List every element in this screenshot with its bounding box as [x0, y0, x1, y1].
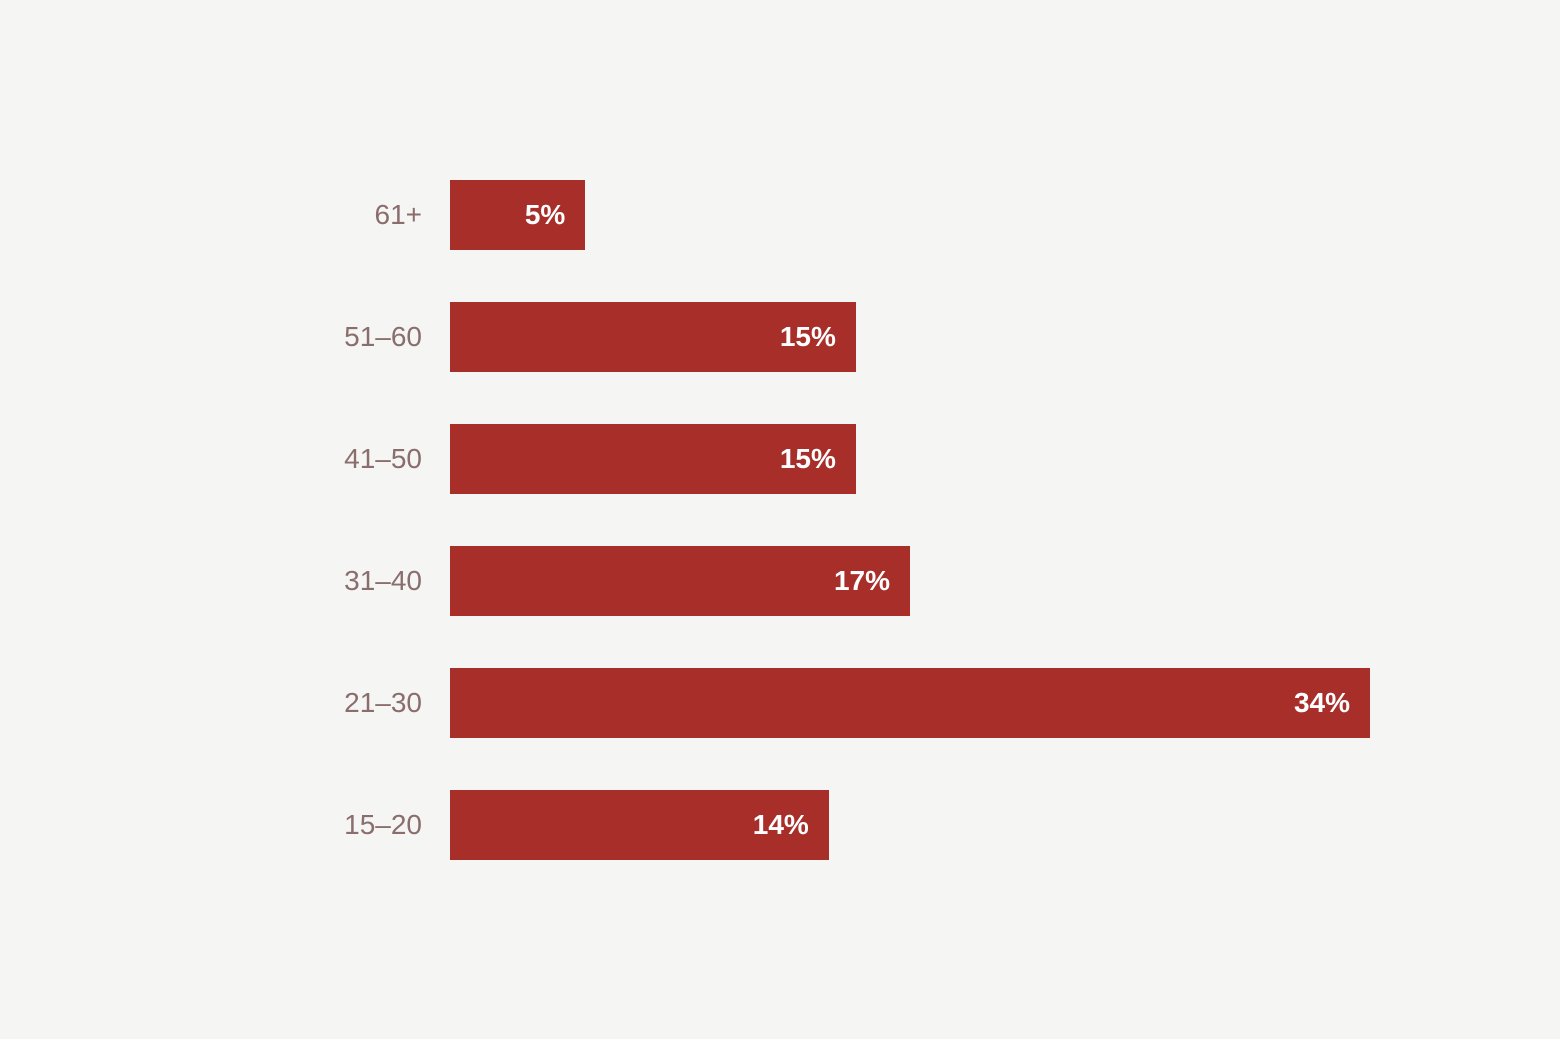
- bar-track: 15%: [450, 302, 1370, 372]
- bar-fill: 15%: [450, 424, 856, 494]
- bar-label: 51–60: [320, 321, 450, 353]
- bar-label: 15–20: [320, 809, 450, 841]
- bar-row: 51–60 15%: [320, 302, 1370, 372]
- bar-value: 34%: [1294, 687, 1350, 719]
- bar-value: 15%: [780, 321, 836, 353]
- bar-value: 15%: [780, 443, 836, 475]
- bar-fill: 15%: [450, 302, 856, 372]
- bar-row: 31–40 17%: [320, 546, 1370, 616]
- bar-fill: 5%: [450, 180, 585, 250]
- bar-fill: 17%: [450, 546, 910, 616]
- bar-label: 61+: [320, 199, 450, 231]
- bar-fill: 34%: [450, 668, 1370, 738]
- bar-track: 5%: [450, 180, 1370, 250]
- bar-label: 31–40: [320, 565, 450, 597]
- bar-row: 41–50 15%: [320, 424, 1370, 494]
- bar-row: 61+ 5%: [320, 180, 1370, 250]
- bar-track: 14%: [450, 790, 1370, 860]
- bar-value: 5%: [525, 199, 565, 231]
- bar-fill: 14%: [450, 790, 829, 860]
- bar-track: 17%: [450, 546, 1370, 616]
- bar-value: 17%: [834, 565, 890, 597]
- bar-label: 41–50: [320, 443, 450, 475]
- age-distribution-chart: 61+ 5% 51–60 15% 41–50 15% 31–40 17%: [190, 180, 1370, 860]
- bar-track: 15%: [450, 424, 1370, 494]
- bar-row: 21–30 34%: [320, 668, 1370, 738]
- bar-track: 34%: [450, 668, 1370, 738]
- bar-row: 15–20 14%: [320, 790, 1370, 860]
- bar-label: 21–30: [320, 687, 450, 719]
- bar-value: 14%: [753, 809, 809, 841]
